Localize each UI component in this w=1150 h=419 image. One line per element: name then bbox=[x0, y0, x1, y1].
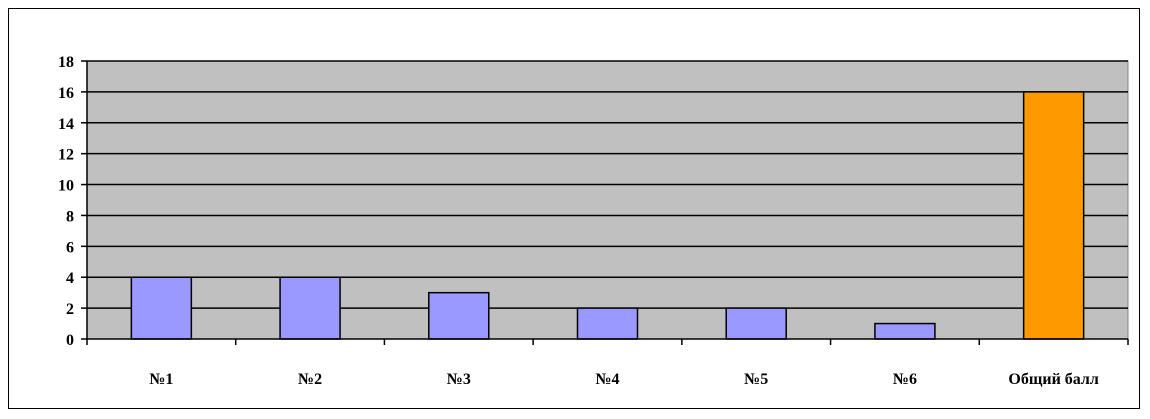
bar bbox=[1022, 91, 1085, 340]
y-tick-label: 0 bbox=[66, 332, 74, 349]
y-tick-label: 6 bbox=[66, 239, 74, 256]
x-axis-category-labels: №1 №2 №3 №4 №5 №6 Общий балл bbox=[149, 371, 1099, 388]
x-category-label: №2 bbox=[298, 371, 322, 388]
x-category-label: №4 bbox=[595, 371, 619, 388]
bar bbox=[725, 307, 787, 340]
x-category-label: №3 bbox=[447, 371, 471, 388]
bar bbox=[279, 276, 341, 340]
y-tick-label: 4 bbox=[66, 270, 74, 287]
x-category-label: №1 bbox=[149, 371, 173, 388]
gridlines bbox=[87, 60, 1128, 309]
x-category-label: №6 bbox=[893, 371, 917, 388]
y-tick-label: 8 bbox=[66, 208, 74, 225]
plot-area bbox=[86, 60, 1129, 340]
bar bbox=[576, 307, 639, 340]
y-tick-label: 18 bbox=[58, 54, 74, 71]
x-axis-ticks bbox=[86, 339, 1129, 345]
bar bbox=[874, 322, 936, 340]
x-category-label: №5 bbox=[744, 371, 768, 388]
y-tick-label: 14 bbox=[58, 116, 74, 133]
y-tick-label: 12 bbox=[58, 147, 74, 164]
y-tick-label: 2 bbox=[66, 301, 74, 318]
y-axis-ticks bbox=[81, 60, 87, 340]
bar bbox=[428, 291, 490, 340]
bars bbox=[130, 91, 1085, 340]
y-axis-tick-labels: 0 2 4 6 8 10 12 14 16 18 bbox=[58, 54, 74, 349]
y-tick-label: 16 bbox=[58, 85, 74, 102]
bar bbox=[130, 276, 193, 340]
x-category-label: Общий балл bbox=[1008, 371, 1099, 388]
y-tick-label: 10 bbox=[58, 178, 74, 195]
